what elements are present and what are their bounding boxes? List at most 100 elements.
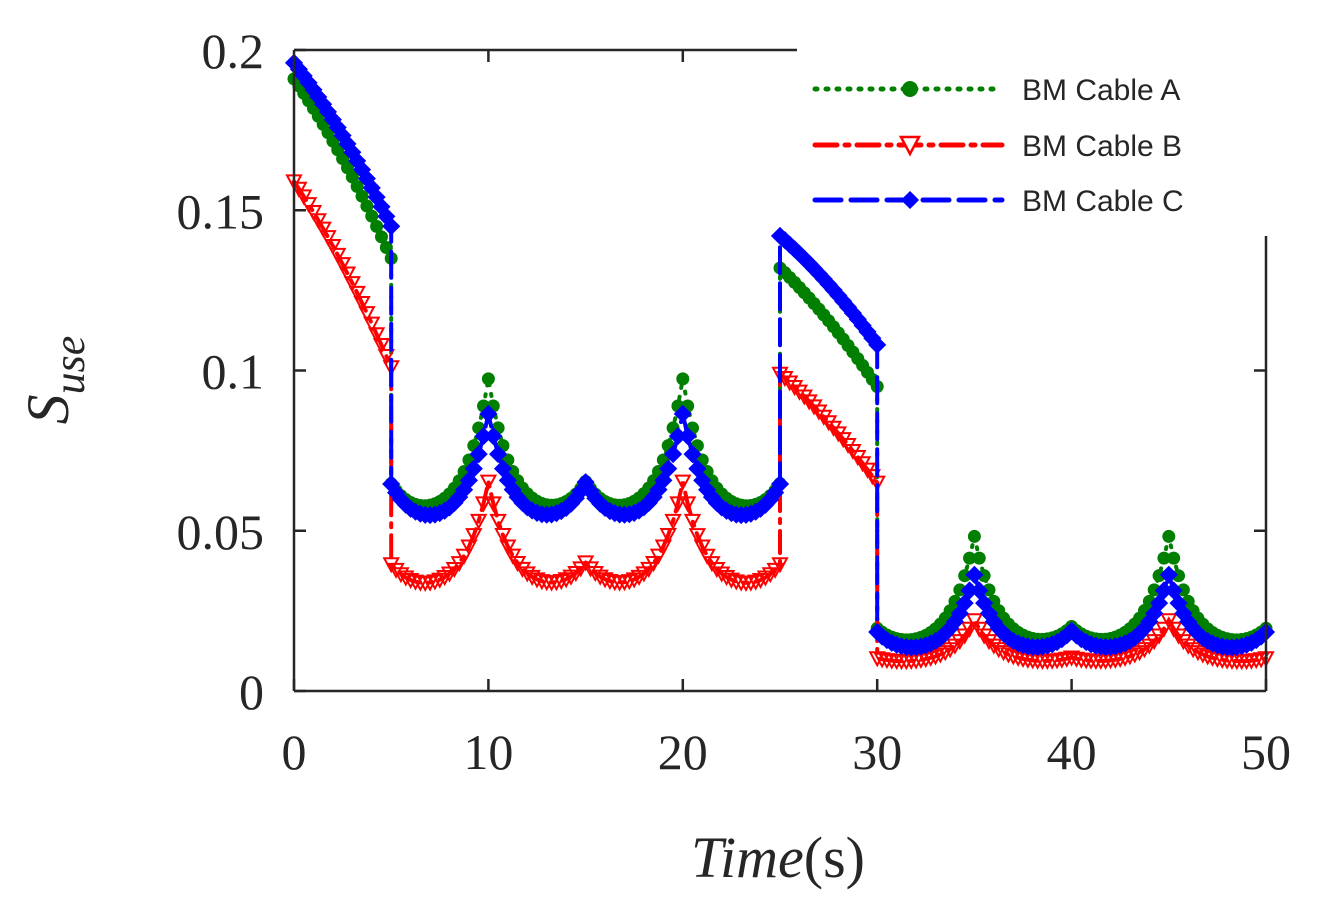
data-point bbox=[333, 257, 352, 274]
data-point bbox=[815, 409, 833, 426]
data-point bbox=[659, 528, 677, 545]
y-tick-label: 0.1 bbox=[202, 344, 265, 400]
y-tick-label: 0.15 bbox=[177, 183, 265, 239]
data-point bbox=[469, 445, 488, 464]
data-point bbox=[790, 384, 809, 401]
data-point bbox=[678, 496, 697, 513]
data-point bbox=[770, 474, 790, 494]
data-point bbox=[727, 574, 745, 591]
data-point bbox=[960, 621, 979, 638]
data-point bbox=[596, 572, 614, 589]
data-point bbox=[1167, 551, 1181, 565]
data-point bbox=[324, 238, 342, 256]
data-point bbox=[1155, 621, 1173, 638]
data-point bbox=[955, 594, 974, 613]
data-point bbox=[1062, 650, 1081, 667]
data-point bbox=[963, 551, 977, 565]
y-tick-label: 0.2 bbox=[202, 23, 265, 79]
data-point bbox=[601, 574, 619, 591]
legend-marker bbox=[902, 81, 918, 97]
data-point bbox=[465, 528, 483, 545]
data-point bbox=[314, 221, 332, 238]
data-point bbox=[683, 513, 702, 531]
data-point bbox=[956, 628, 974, 645]
data-point bbox=[805, 399, 823, 416]
data-point bbox=[421, 575, 439, 592]
data-point bbox=[360, 199, 374, 213]
data-point bbox=[980, 634, 998, 651]
legend-marker bbox=[900, 190, 920, 210]
series-3 bbox=[284, 53, 1276, 657]
data-point bbox=[683, 445, 702, 464]
data-point bbox=[547, 575, 566, 592]
data-point bbox=[868, 651, 886, 668]
data-point bbox=[460, 539, 478, 556]
data-point bbox=[581, 561, 600, 578]
legend-label: BM Cable B bbox=[1022, 130, 1182, 163]
data-point bbox=[1159, 565, 1178, 584]
data-point bbox=[309, 213, 327, 230]
data-point bbox=[377, 349, 396, 366]
data-point bbox=[358, 306, 376, 323]
data-point bbox=[494, 528, 512, 545]
x-tick-label: 50 bbox=[1241, 724, 1291, 780]
data-point bbox=[353, 295, 371, 313]
data-point bbox=[382, 217, 401, 236]
x-tick-label: 20 bbox=[658, 724, 708, 780]
x-axis-label-main: Time bbox=[691, 825, 804, 890]
data-point bbox=[1150, 628, 1168, 645]
data-point bbox=[426, 574, 444, 591]
data-point bbox=[484, 496, 502, 513]
data-point bbox=[1147, 583, 1161, 597]
data-point bbox=[304, 205, 323, 222]
data-point bbox=[1004, 649, 1022, 666]
data-point bbox=[552, 574, 570, 591]
data-point bbox=[372, 338, 391, 355]
data-point bbox=[615, 575, 634, 592]
data-point bbox=[676, 372, 690, 386]
data-point bbox=[1174, 634, 1193, 651]
data-point bbox=[299, 197, 318, 214]
data-point bbox=[295, 189, 313, 206]
data-point bbox=[620, 574, 639, 591]
data-point bbox=[374, 230, 388, 244]
data-point bbox=[1157, 551, 1171, 565]
data-point bbox=[365, 209, 379, 223]
series-layer bbox=[284, 53, 1276, 671]
data-point bbox=[329, 247, 347, 265]
data-point bbox=[771, 557, 789, 574]
legend-item-1: BM Cable A bbox=[812, 74, 1180, 107]
data-point bbox=[319, 230, 337, 247]
data-point bbox=[367, 327, 386, 344]
data-point bbox=[363, 316, 381, 333]
data-point bbox=[1162, 529, 1176, 543]
data-point bbox=[644, 556, 663, 573]
data-point bbox=[664, 513, 682, 530]
x-axis-label-unit: (s) bbox=[804, 825, 865, 890]
data-point bbox=[669, 496, 687, 513]
data-point bbox=[348, 285, 366, 303]
data-point bbox=[800, 394, 818, 411]
series-2 bbox=[285, 174, 1275, 671]
data-point bbox=[664, 445, 683, 464]
data-point bbox=[781, 375, 799, 392]
data-point bbox=[470, 513, 488, 531]
data-point bbox=[688, 528, 707, 545]
data-point bbox=[810, 404, 828, 421]
data-point bbox=[474, 496, 493, 513]
legend-marker bbox=[898, 135, 922, 157]
data-point bbox=[1160, 613, 1178, 630]
data-point bbox=[387, 562, 405, 579]
x-tick-label: 0 bbox=[282, 724, 307, 780]
data-point bbox=[673, 404, 692, 423]
data-point bbox=[678, 427, 697, 446]
data-point bbox=[785, 379, 804, 397]
data-point bbox=[1164, 581, 1183, 600]
data-point bbox=[513, 561, 532, 578]
data-point bbox=[489, 513, 507, 530]
x-axis-label: Time(s) bbox=[691, 825, 865, 890]
data-point bbox=[654, 539, 673, 556]
y-tick-label: 0 bbox=[239, 664, 264, 720]
data-point bbox=[489, 445, 508, 464]
